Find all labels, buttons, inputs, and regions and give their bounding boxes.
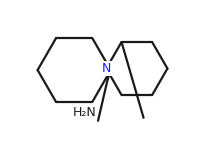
Text: H₂N: H₂N — [73, 106, 97, 119]
Text: N: N — [102, 62, 111, 75]
